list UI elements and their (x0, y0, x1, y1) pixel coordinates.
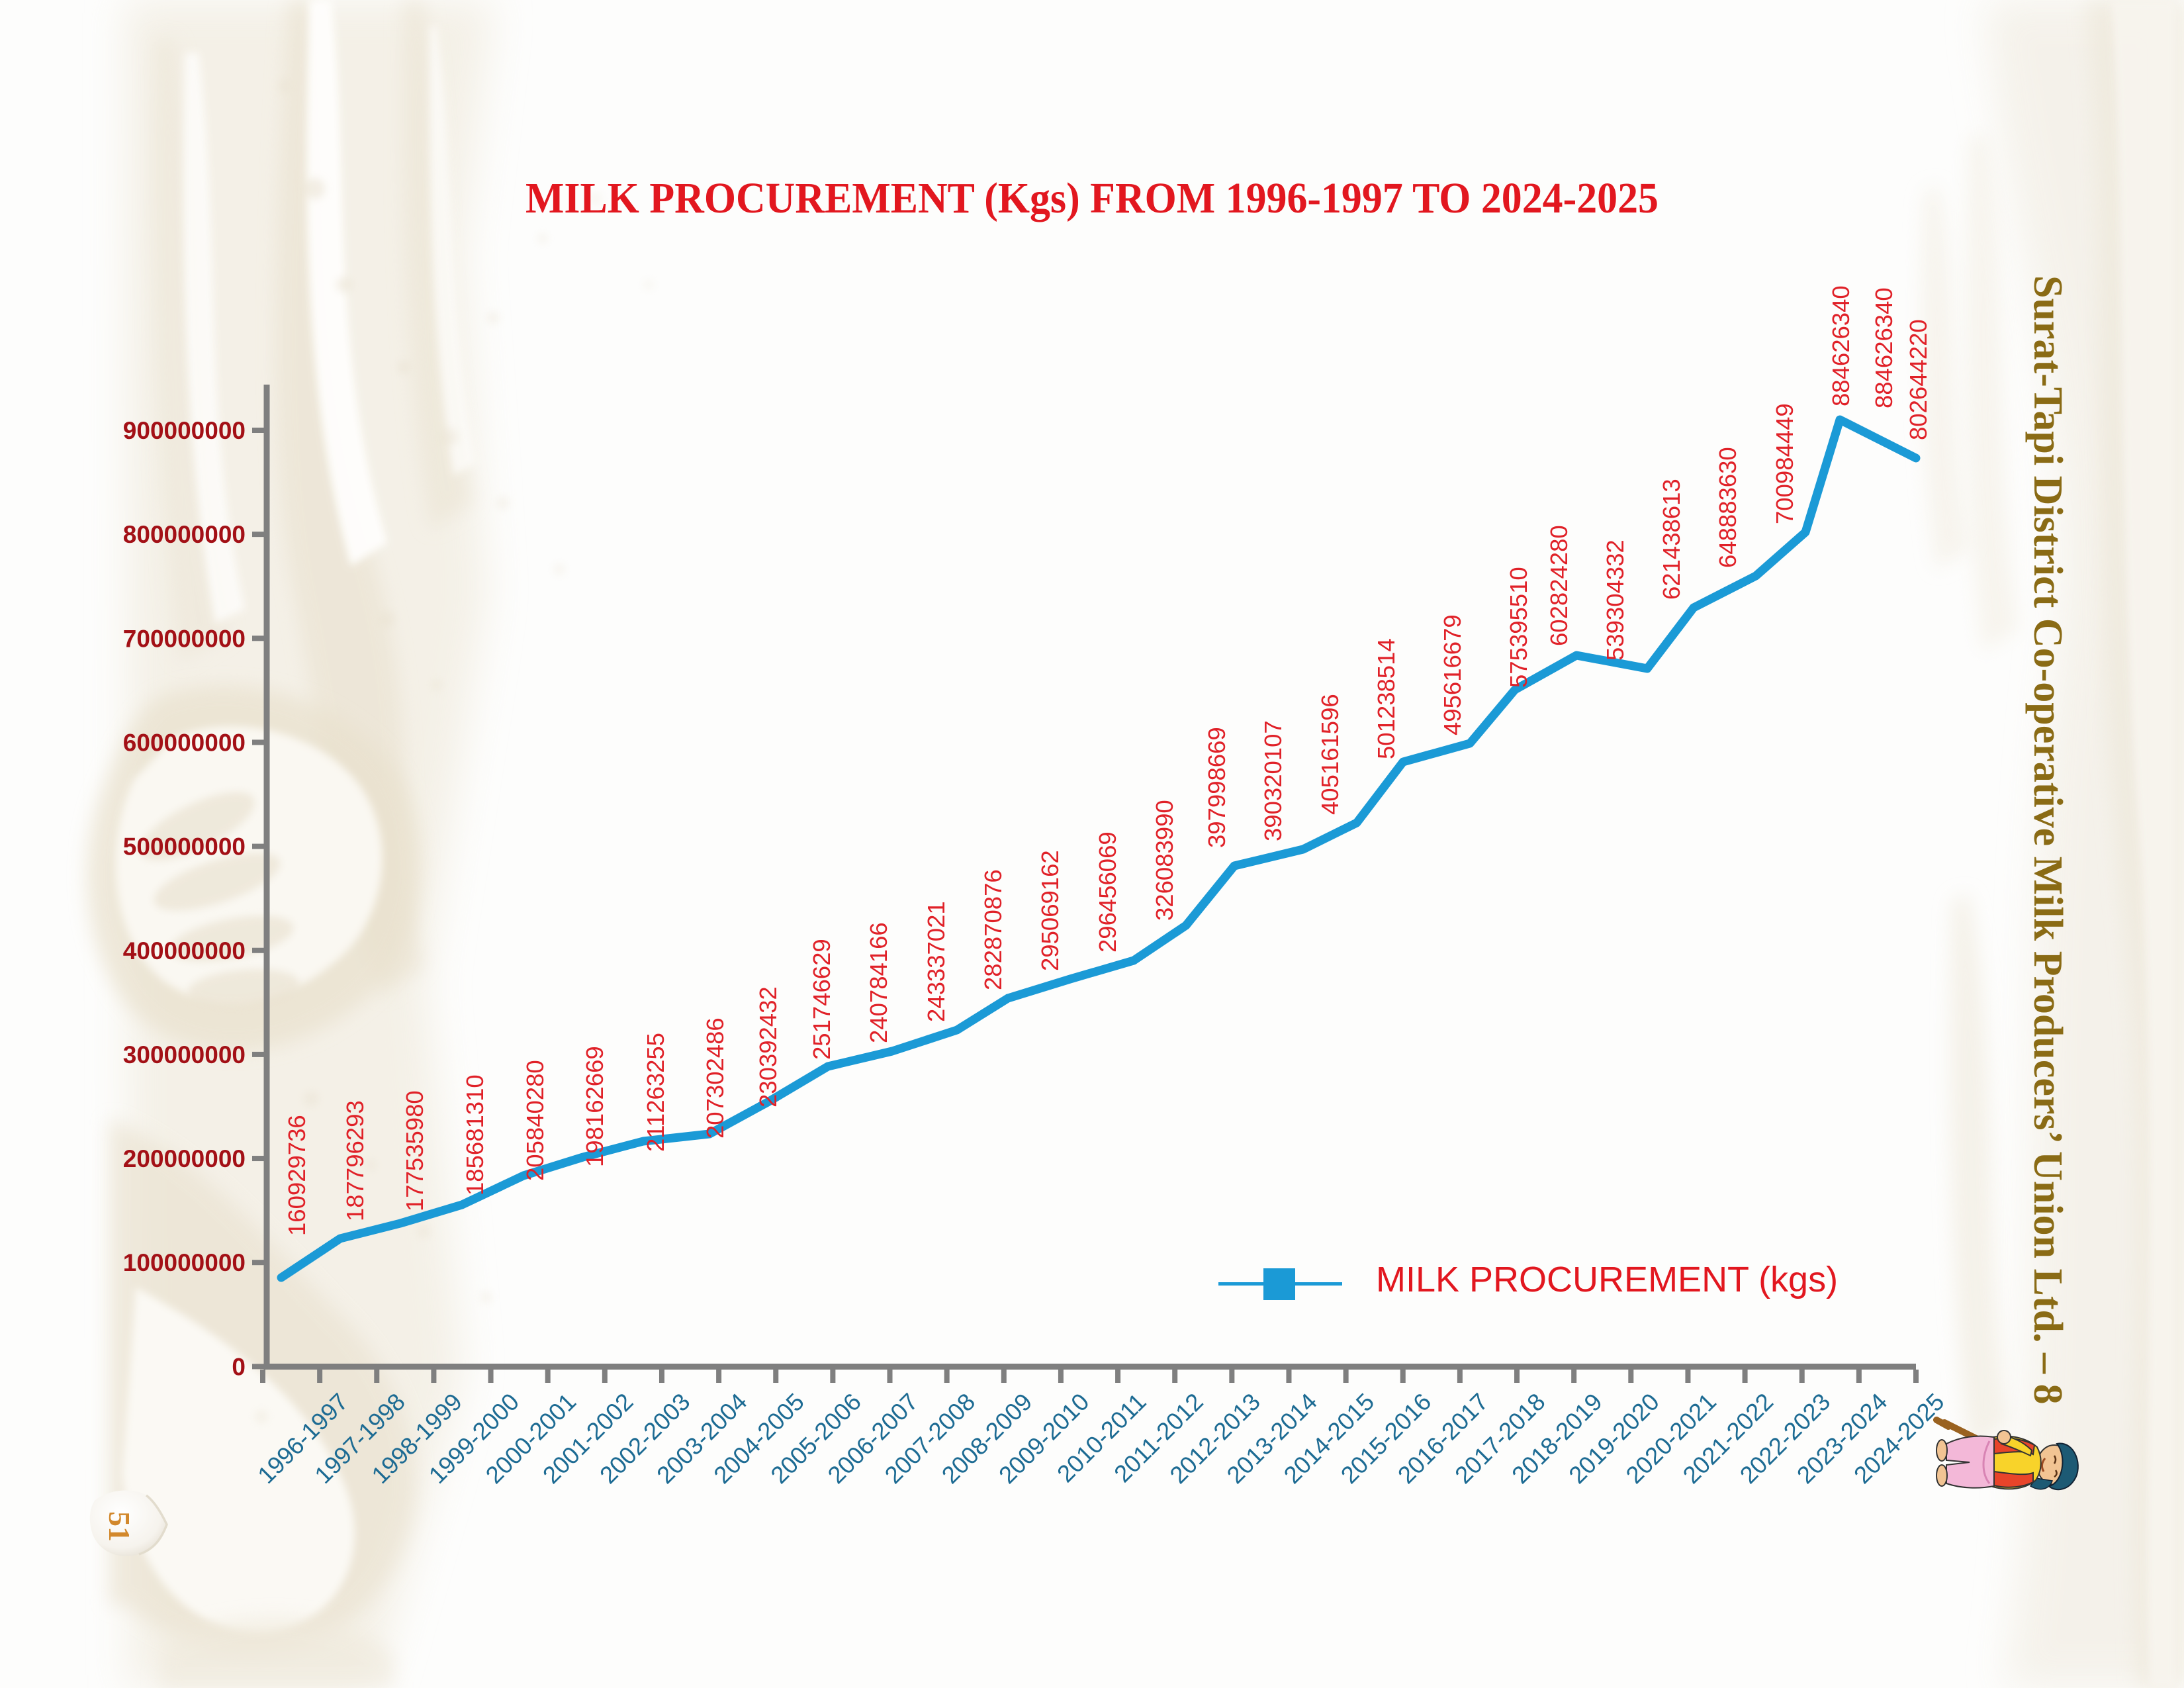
svg-text:495616679: 495616679 (1439, 614, 1466, 735)
svg-text:0: 0 (232, 1353, 246, 1380)
svg-text:200000000: 200000000 (123, 1145, 246, 1172)
svg-text:300000000: 300000000 (123, 1041, 246, 1068)
svg-text:405161596: 405161596 (1316, 694, 1343, 815)
svg-text:802644220: 802644220 (1905, 319, 1932, 440)
svg-text:187796293: 187796293 (341, 1100, 369, 1221)
svg-text:295069162: 295069162 (1036, 850, 1064, 971)
svg-text:Surat-Tapi District Co-operati: Surat-Tapi District Co-operative Milk Pr… (2025, 275, 2070, 1405)
svg-text:198162669: 198162669 (581, 1046, 608, 1167)
svg-text:621438613: 621438613 (1658, 479, 1685, 600)
svg-text:MILK PROCUREMENT (Kgs) FROM 19: MILK PROCUREMENT (Kgs) FROM 1996-1997 TO… (525, 174, 1659, 222)
svg-text:900000000: 900000000 (123, 417, 246, 444)
svg-text:400000000: 400000000 (123, 937, 246, 964)
svg-text:884626340: 884626340 (1827, 285, 1854, 406)
svg-text:600000000: 600000000 (123, 729, 246, 756)
svg-text:501238514: 501238514 (1373, 638, 1400, 759)
svg-text:240784166: 240784166 (865, 922, 892, 1043)
svg-text:51: 51 (103, 1511, 136, 1542)
svg-text:700000000: 700000000 (123, 625, 246, 652)
svg-text:326083990: 326083990 (1151, 800, 1178, 921)
svg-text:177535980: 177535980 (401, 1090, 428, 1211)
svg-text:397998669: 397998669 (1203, 727, 1230, 848)
svg-text:390320107: 390320107 (1259, 720, 1287, 841)
svg-text:648883630: 648883630 (1714, 447, 1741, 568)
svg-text:296456069: 296456069 (1094, 831, 1121, 953)
svg-text:500000000: 500000000 (123, 833, 246, 861)
svg-text:230392432: 230392432 (754, 986, 782, 1107)
svg-text:700984449: 700984449 (1771, 403, 1798, 524)
svg-text:160929736: 160929736 (283, 1115, 310, 1236)
svg-text:800000000: 800000000 (123, 521, 246, 548)
svg-text:MILK PROCUREMENT (kgs): MILK PROCUREMENT (kgs) (1376, 1260, 1838, 1299)
svg-text:251746629: 251746629 (808, 939, 835, 1060)
svg-text:207302486: 207302486 (702, 1017, 729, 1139)
svg-text:539304332: 539304332 (1602, 539, 1629, 661)
svg-text:602824280: 602824280 (1545, 525, 1572, 646)
svg-text:185681310: 185681310 (461, 1074, 488, 1196)
svg-text:205840280: 205840280 (522, 1060, 549, 1181)
svg-text:100000000: 100000000 (123, 1249, 246, 1276)
svg-text:884626340: 884626340 (1870, 287, 1897, 408)
svg-text:243337021: 243337021 (923, 901, 950, 1022)
svg-text:282870876: 282870876 (979, 869, 1007, 990)
svg-text:575395510: 575395510 (1505, 567, 1532, 688)
svg-text:211263255: 211263255 (642, 1033, 669, 1152)
